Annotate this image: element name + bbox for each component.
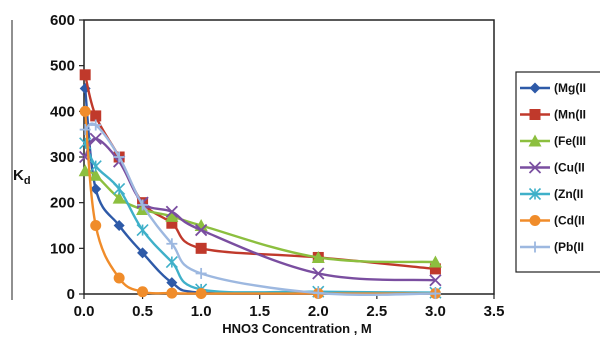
data-point	[90, 183, 102, 195]
data-point	[113, 151, 125, 163]
legend-marker	[528, 161, 542, 174]
data-point	[113, 182, 126, 196]
legend-label: (Mg(II	[554, 81, 586, 95]
x-tick-label: 1.0	[191, 303, 212, 320]
data-point	[166, 217, 178, 229]
y-tick-label: 100	[50, 240, 75, 257]
legend-marker	[529, 82, 541, 94]
legend-marker	[528, 187, 542, 201]
legend-label: (Zn(II	[554, 187, 583, 201]
data-point	[429, 274, 442, 287]
y-tick-label: 400	[50, 103, 75, 120]
legend-label: (Pb(II	[554, 240, 584, 254]
data-point	[112, 191, 126, 204]
x-tick-label: 1.5	[249, 303, 270, 320]
data-point	[90, 220, 102, 231]
legend-marker	[528, 134, 542, 147]
legend-marker	[529, 215, 541, 226]
data-point	[137, 286, 149, 298]
legend-marker	[529, 241, 541, 253]
data-point	[428, 255, 442, 268]
data-point	[195, 288, 207, 300]
data-point	[195, 223, 208, 237]
y-tick-label: 500	[50, 58, 75, 75]
data-point	[312, 287, 324, 299]
legend-entry: (Pb(II	[520, 240, 584, 254]
legend-label: (Fe(III	[554, 134, 586, 148]
x-axis-title: HNO3 Concentration , M	[222, 321, 372, 336]
data-point	[166, 287, 178, 299]
data-point	[136, 224, 149, 237]
data-point	[89, 160, 102, 173]
x-tick-label: 3.0	[425, 303, 446, 320]
data-point	[165, 209, 179, 222]
data-point	[195, 267, 207, 279]
y-axis-title-sub: d	[24, 175, 31, 187]
y-tick-label: 0	[67, 286, 75, 303]
data-point	[113, 220, 125, 231]
data-point	[429, 263, 441, 275]
series-4	[79, 132, 442, 287]
data-point	[165, 205, 178, 218]
y-axis-title: Kd	[13, 167, 31, 187]
data-point	[89, 168, 103, 181]
legend-entry: (Zn(II	[520, 187, 583, 201]
data-point	[89, 132, 102, 145]
legend-label: (Cd(II	[554, 214, 585, 228]
data-point	[312, 267, 325, 280]
series-7	[79, 119, 441, 300]
data-point	[79, 105, 91, 117]
data-point	[429, 288, 441, 300]
legend-entry: (Mg(II	[520, 81, 586, 95]
legend-entry: (Mn(II	[520, 108, 586, 122]
legend-label: (Mn(II	[554, 108, 586, 122]
x-tick-label: 2.5	[366, 303, 387, 320]
legend-entry: (Fe(III	[520, 134, 586, 148]
legend-entry: (Cd(II	[520, 214, 585, 228]
data-point	[79, 69, 91, 81]
y-tick-label: 200	[50, 195, 75, 212]
data-point	[137, 247, 149, 259]
data-point	[195, 242, 207, 254]
legend-label: (Cu(II	[554, 161, 585, 175]
y-tick-label: 600	[50, 12, 75, 29]
plot-area: 0 100 200 300 400 500 600 0.0 0.5 1.0 1.5 2.0 2.5 3.0…	[50, 12, 504, 320]
x-tick-label: 3.5	[484, 303, 505, 320]
data-point	[166, 238, 178, 250]
y-axis-title-main: K	[13, 167, 24, 184]
data-point	[137, 199, 149, 211]
data-point	[311, 250, 325, 263]
data-point	[165, 255, 178, 269]
data-point	[113, 272, 125, 284]
data-point	[90, 110, 102, 122]
data-point	[166, 277, 178, 289]
x-tick-label: 2.0	[308, 303, 329, 320]
x-tick-label: 0.5	[132, 303, 153, 320]
legend: (Mg(II (Mn(II (Fe(III (Cu(II (Zn(II (Cd(II (Pb…	[515, 71, 600, 273]
x-tick-label: 0.0	[74, 303, 95, 320]
legend-entry: (Cu(II	[520, 161, 585, 175]
data-point	[79, 124, 91, 136]
data-point	[90, 119, 102, 131]
y-tick-label: 300	[50, 149, 75, 166]
legend-marker	[529, 109, 541, 120]
